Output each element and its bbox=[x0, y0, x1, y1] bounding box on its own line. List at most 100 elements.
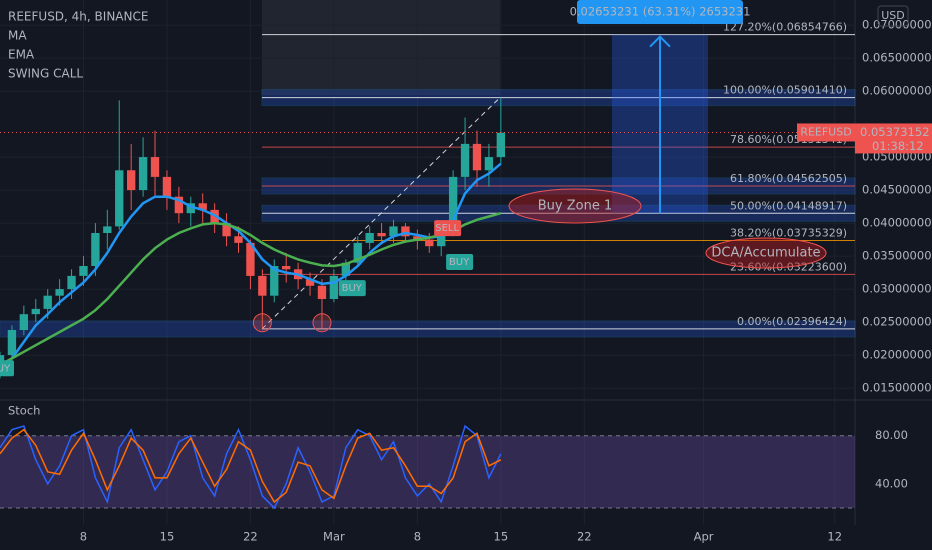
series-line bbox=[0, 162, 502, 373]
signal-box bbox=[338, 280, 366, 297]
x-tick-label: 22 bbox=[243, 530, 258, 544]
candle-body bbox=[138, 157, 148, 191]
signal-box bbox=[0, 360, 14, 377]
fib-label: 127.20%(0.06854766) bbox=[723, 21, 847, 34]
y-tick-label: 0.02000000 bbox=[862, 348, 932, 362]
legend-entry: SWING CALL bbox=[8, 67, 83, 81]
candle-body bbox=[31, 308, 40, 315]
y-tick-label: 0.06000000 bbox=[862, 84, 932, 98]
selection-shade bbox=[262, 0, 500, 95]
measure-label-box bbox=[577, 0, 743, 24]
y-tick-label: 0.01500000 bbox=[862, 381, 932, 395]
candle-body bbox=[258, 275, 267, 296]
y-tick-label: 0.06500000 bbox=[862, 51, 932, 65]
candle-body bbox=[67, 275, 76, 290]
y-tick-label: 0.02500000 bbox=[862, 315, 932, 329]
y-tick-label: 0.07000000 bbox=[862, 18, 932, 32]
fib-label: 61.80%(0.04562505) bbox=[730, 172, 847, 185]
dca-ellipse bbox=[705, 237, 827, 269]
candle-body bbox=[448, 176, 458, 233]
legend-entry: MA bbox=[8, 29, 27, 43]
candle-body bbox=[317, 285, 327, 299]
signal-label: BUY bbox=[0, 363, 11, 374]
measure-label: 0.02653231 (63.31%) 2653231 bbox=[570, 5, 751, 19]
dca-label: DCA/Accumulate bbox=[711, 246, 820, 261]
candle-body bbox=[150, 157, 160, 177]
candle-body bbox=[126, 170, 136, 191]
candle-body bbox=[91, 232, 100, 266]
candle-body bbox=[55, 289, 64, 296]
series-line bbox=[0, 424, 502, 510]
candle-body bbox=[270, 265, 279, 296]
price-tag-box bbox=[855, 123, 932, 154]
candle-body bbox=[472, 143, 482, 171]
candle-body bbox=[365, 232, 374, 243]
signal-label: BUY bbox=[342, 283, 363, 294]
symbol-tag: REEFUSD bbox=[800, 125, 851, 138]
fib-label: 0.00%(0.02396424) bbox=[737, 315, 847, 328]
symbol-tag-box bbox=[797, 123, 855, 142]
candle-body bbox=[79, 265, 88, 276]
x-tick-label: Mar bbox=[323, 530, 345, 544]
candle-body bbox=[413, 236, 422, 240]
low-marker bbox=[312, 313, 332, 333]
x-tick-label: 8 bbox=[414, 530, 421, 544]
candle-body bbox=[377, 232, 386, 237]
fib-label: 50.00%(0.04148917) bbox=[730, 199, 847, 212]
candle-body bbox=[246, 242, 255, 276]
candle-body bbox=[484, 157, 494, 171]
candle-body bbox=[115, 170, 124, 227]
signal-label: BUY bbox=[449, 257, 470, 268]
candle-body bbox=[222, 223, 231, 237]
candle-body bbox=[19, 314, 29, 331]
signal-box bbox=[446, 254, 474, 271]
candle-body bbox=[162, 176, 172, 197]
candle-body bbox=[282, 265, 291, 270]
candle-body bbox=[389, 226, 398, 237]
signal-label: SELL bbox=[435, 223, 459, 234]
signal-box bbox=[434, 220, 462, 237]
y-tick-label: 0.04000000 bbox=[862, 216, 932, 230]
stoch-tick-label: 40.00 bbox=[875, 476, 908, 490]
candle-body bbox=[460, 143, 470, 177]
candle-body bbox=[353, 242, 362, 263]
x-tick-label: Apr bbox=[694, 530, 714, 544]
series-line bbox=[0, 428, 502, 504]
x-tick-label: 12 bbox=[827, 530, 842, 544]
low-marker bbox=[252, 313, 272, 333]
candle-body bbox=[174, 196, 184, 214]
trend-line bbox=[261, 97, 501, 330]
x-tick-label: 8 bbox=[80, 530, 87, 544]
legend-entry: EMA bbox=[8, 48, 35, 62]
series-line bbox=[0, 211, 502, 367]
price-tag: 0.05373152 bbox=[860, 125, 930, 139]
candle-body bbox=[341, 262, 350, 276]
candle-body bbox=[43, 295, 52, 309]
buy-zone-ellipse bbox=[508, 188, 642, 224]
y-tick-label: 0.03000000 bbox=[862, 282, 932, 296]
stoch-title: Stoch bbox=[8, 404, 40, 418]
chart-title: REEFUSD, 4h, BINANCE bbox=[8, 10, 148, 24]
y-tick-label: 0.03500000 bbox=[862, 249, 932, 263]
buy-zone-label: Buy Zone 1 bbox=[538, 199, 612, 214]
countdown: 01:38:12 bbox=[872, 139, 924, 153]
fib-label: 100.00%(0.05901410) bbox=[723, 84, 847, 97]
candle-body bbox=[198, 203, 207, 210]
candle-body bbox=[234, 236, 243, 243]
x-tick-label: 15 bbox=[494, 530, 509, 544]
fib-label: 38.20%(0.03735329) bbox=[730, 227, 847, 240]
candle-body bbox=[401, 226, 410, 237]
candle-body bbox=[329, 275, 339, 299]
currency: USD bbox=[881, 9, 905, 22]
currency-box bbox=[877, 5, 909, 27]
candle-body bbox=[186, 203, 195, 214]
candle-body bbox=[496, 132, 506, 158]
measure-arrowhead bbox=[649, 35, 671, 48]
x-tick-label: 22 bbox=[577, 530, 592, 544]
candle-body bbox=[103, 226, 112, 233]
candle-body bbox=[437, 232, 446, 247]
candle-body bbox=[425, 239, 434, 247]
candle-body bbox=[305, 279, 315, 286]
